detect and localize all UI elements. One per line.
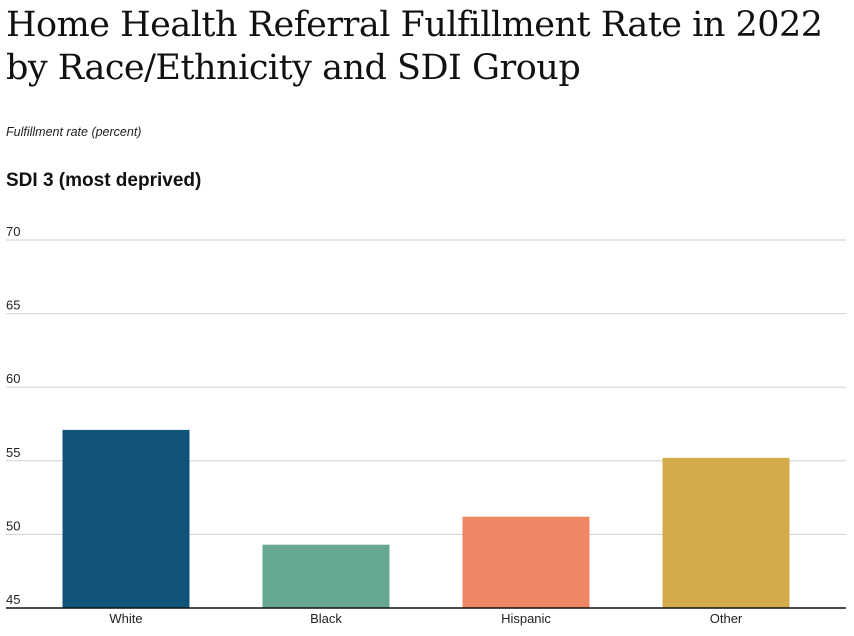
chart-title: Home Health Referral Fulfillment Rate in…	[6, 5, 823, 88]
bar-other	[662, 457, 790, 608]
y-tick-label: 65	[6, 298, 20, 313]
x-axis-labels: White Black Hispanic Other	[109, 611, 743, 626]
y-tick-label: 70	[6, 224, 20, 239]
x-tick-label-hispanic: Hispanic	[501, 611, 551, 626]
y-tick-label: 50	[6, 518, 20, 533]
bar-black	[262, 544, 390, 608]
y-tick-label: 60	[6, 371, 20, 386]
panel-title: SDI 3 (most deprived)	[6, 170, 202, 191]
y-axis-ticks: 45 50 55 60 65 70	[6, 224, 20, 607]
y-axis-unit-label: Fulfillment rate (percent)	[6, 125, 142, 139]
x-tick-label-white: White	[109, 611, 142, 626]
y-tick-label: 55	[6, 445, 20, 460]
x-tick-label-other: Other	[710, 611, 743, 626]
y-tick-label: 45	[6, 592, 20, 607]
bar-white	[62, 429, 190, 608]
bar-hispanic	[462, 516, 590, 608]
bars	[62, 429, 790, 608]
x-tick-label-black: Black	[310, 611, 342, 626]
